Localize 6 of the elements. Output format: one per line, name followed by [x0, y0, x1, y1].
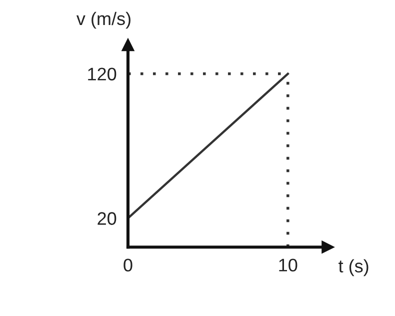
x-tick-label: 10 [279, 258, 298, 272]
x-axis-title: t (s) [338, 259, 368, 276]
y-axis-title: v (m/s) [76, 12, 130, 29]
y-tick-label: 120 [88, 68, 116, 80]
x-tick-label: 0 [124, 258, 132, 272]
y-tick-label: 20 [98, 212, 116, 225]
